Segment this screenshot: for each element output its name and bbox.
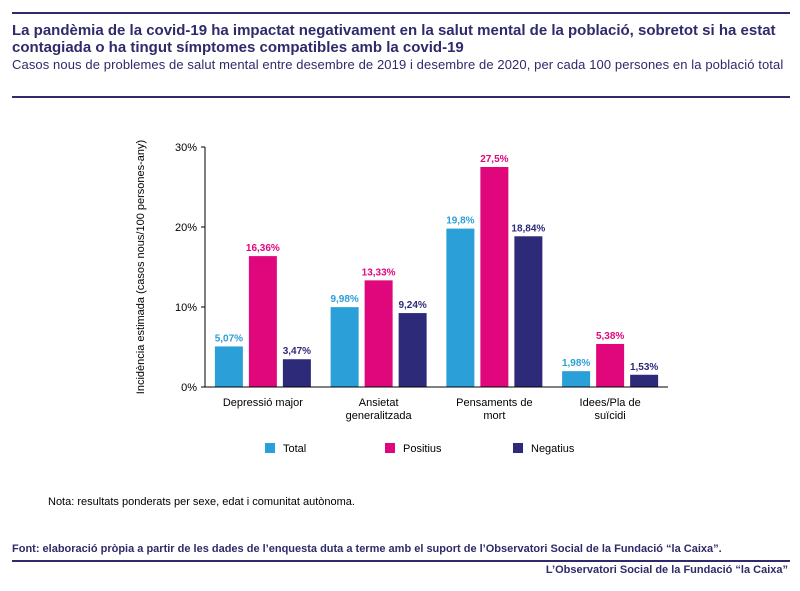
legend-swatch-positius (385, 443, 395, 453)
data-label: 1,98% (562, 358, 590, 369)
header-rule (12, 96, 790, 98)
data-label: 9,24% (398, 300, 426, 311)
source-text: Font: elaboració pròpia a partir de les … (12, 543, 722, 555)
legend: Total Positius Negatius (265, 443, 575, 455)
legend-label-total: Total (283, 443, 306, 455)
bar-positius-2 (480, 167, 509, 387)
x-category-label: Depressió major (223, 397, 303, 409)
x-category-label: Ansietat generalitzada (346, 397, 413, 422)
data-label: 13,33% (362, 267, 396, 278)
y-tick-label: 20% (175, 222, 197, 234)
bar-chart: 0% 10% 20% 30% Incidència estimada (casos no… (135, 140, 668, 455)
chart-note: Nota: resultats ponderats per sexe, edat… (48, 496, 355, 508)
data-label: 27,5% (480, 154, 508, 165)
x-category-label: Idees/Pla de suïcidi (580, 397, 641, 422)
bar-total-2 (446, 228, 475, 387)
x-category-label: Pensaments de mort (456, 397, 532, 422)
bar-positius-1 (364, 280, 393, 387)
data-label: 1,53% (630, 362, 658, 373)
legend-swatch-total (265, 443, 275, 453)
bar-positius-0 (248, 256, 277, 387)
data-label: 5,38% (596, 331, 624, 342)
bar-negatius-3 (630, 374, 659, 387)
y-tick-label: 0% (181, 382, 197, 394)
footer-rule (12, 560, 790, 562)
y-tick-label: 30% (175, 142, 197, 154)
bar-negatius-0 (282, 359, 311, 387)
top-rule (12, 12, 790, 14)
bars: 5,07% 16,36% 3,47% 9,98% 13,33% 9,24% 19,8% 27,… (214, 154, 659, 387)
bar-positius-3 (596, 343, 625, 387)
bar-total-3 (562, 371, 591, 387)
footer-brand: L’Observatori Social de la Fundació “la … (545, 564, 788, 576)
data-label: 19,8% (446, 216, 474, 227)
bar-total-0 (214, 346, 243, 387)
data-label: 9,98% (330, 294, 358, 305)
x-axis: Depressió major Ansietat generalitzada Pens… (205, 386, 668, 422)
y-tick-label: 10% (175, 302, 197, 314)
bar-negatius-2 (514, 236, 543, 387)
y-axis-label: Incidència estimada (casos nous/100 pers… (135, 140, 147, 394)
data-label: 5,07% (215, 333, 243, 344)
bar-negatius-1 (398, 313, 427, 387)
legend-label-negatius: Negatius (531, 443, 575, 455)
chart-subtitle: Casos nous de problemes de salut mental … (12, 57, 784, 72)
legend-swatch-negatius (513, 443, 523, 453)
data-label: 18,84% (511, 223, 545, 234)
y-axis: 0% 10% 20% 30% Incidència estimada (casos no… (135, 140, 206, 394)
legend-label-positius: Positius (403, 443, 442, 455)
data-label: 3,47% (283, 346, 311, 357)
data-label: 16,36% (246, 243, 280, 254)
chart-title: La pandèmia de la covid-19 ha impactat n… (12, 22, 776, 56)
bar-total-1 (330, 307, 359, 387)
